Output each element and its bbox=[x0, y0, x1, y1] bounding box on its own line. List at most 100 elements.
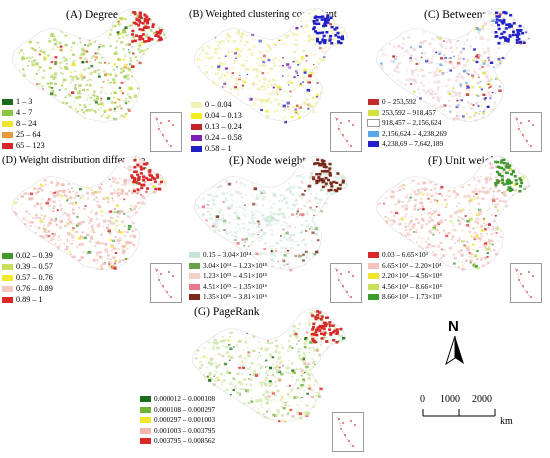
legend-swatch bbox=[189, 252, 200, 259]
china-map bbox=[11, 7, 168, 123]
legend-item: 4,238,69 – 7,642,189 bbox=[368, 139, 447, 150]
legend-item: 4 – 7 bbox=[2, 107, 45, 118]
legend: 0 – 253,592 253,592 – 918,457 918,457 – 2,… bbox=[367, 97, 447, 150]
legend-swatch bbox=[191, 112, 202, 119]
legend-item: 0.003795 – 0.008562 bbox=[140, 436, 215, 447]
scale-unit: km bbox=[500, 416, 513, 427]
map-panel-weighted-clustering: (B) Weighted clustering coefficient 0 – … bbox=[185, 0, 368, 153]
south-china-sea-inset bbox=[510, 263, 542, 303]
legend-item: 3.04×10¹⁴ – 1.23×10¹⁵ bbox=[189, 261, 267, 272]
legend-label: 0.39 – 0.57 bbox=[16, 262, 53, 271]
panel-title: (E) Node weight bbox=[229, 155, 306, 167]
legend-label: 0.24 – 0.58 bbox=[205, 133, 242, 142]
legend-swatch bbox=[2, 274, 13, 281]
legend: 0.02 – 0.39 0.39 – 0.57 0.57 – 0.76 0.76 – … bbox=[2, 250, 53, 305]
china-map bbox=[191, 307, 347, 423]
legend-swatch bbox=[191, 145, 202, 152]
legend-swatch bbox=[368, 130, 379, 137]
legend-swatch bbox=[368, 294, 379, 301]
legend-swatch bbox=[368, 252, 379, 259]
legend-swatch bbox=[368, 99, 379, 106]
legend-label: 253,592 – 918,457 bbox=[382, 108, 436, 117]
legend-label: 918,457 – 2,156,624 bbox=[382, 119, 442, 127]
south-china-sea-inset bbox=[150, 112, 182, 152]
legend-item: 2,156,624 – 4,238,269 bbox=[368, 129, 447, 140]
legend-swatch bbox=[367, 119, 380, 128]
legend-swatch bbox=[2, 120, 13, 127]
legend: 0.000012 – 0.000108 0.000108 – 0.000297 0.… bbox=[140, 394, 215, 447]
legend-swatch bbox=[189, 283, 200, 290]
legend-label: 6.65×10³ – 2.20×10⁴ bbox=[382, 261, 442, 270]
legend-label: 0.76 – 0.89 bbox=[16, 284, 53, 293]
legend-label: 0.58 – 1 bbox=[205, 144, 232, 153]
south-china-sea-inset bbox=[330, 263, 362, 303]
legend-label: 0.57 – 0.76 bbox=[16, 273, 53, 282]
legend-swatch bbox=[191, 123, 202, 130]
legend-item: 6.65×10³ – 2.20×10⁴ bbox=[368, 261, 442, 272]
legend-item: 0.000297 – 0.001003 bbox=[140, 415, 215, 426]
legend-item: 0.89 – 1 bbox=[2, 294, 53, 305]
legend-label: 2.20×10⁴ – 4.56×10⁴ bbox=[382, 272, 442, 280]
legend-item: 0.15 – 3.04×10¹⁴ bbox=[189, 250, 267, 261]
panel-title: (G) PageRank bbox=[194, 306, 260, 318]
legend-swatch bbox=[2, 263, 13, 270]
legend-label: 2,156,624 – 4,238,269 bbox=[382, 129, 447, 138]
north-label: N bbox=[448, 318, 459, 335]
legend-label: 0.15 – 3.04×10¹⁴ bbox=[203, 251, 252, 259]
legend-swatch bbox=[140, 438, 151, 445]
legend-item: 0.001003 – 0.003795 bbox=[140, 426, 215, 437]
legend-label: 1.23×10¹⁵ – 4.51×10¹⁵ bbox=[203, 272, 268, 280]
map-panel-node-weight: (E) Node weight 0.15 – 3.04×10¹⁴ 3.04×10¹… bbox=[185, 148, 368, 303]
legend: 0.15 – 3.04×10¹⁴ 3.04×10¹⁴ – 1.23×10¹⁵ 1.2… bbox=[189, 250, 267, 303]
legend-item: 0.04 – 0.13 bbox=[191, 110, 242, 121]
legend-label: 0.001003 – 0.003795 bbox=[154, 426, 216, 435]
legend-item: 0.58 – 1 bbox=[191, 143, 242, 154]
legend-item: 0.76 – 0.89 bbox=[2, 283, 53, 294]
map-panel-degree: (A) Degree 1 – 3 4 – 7 8 – 24 25 – 64 65 – 1… bbox=[0, 0, 185, 152]
legend-item: 0.000108 – 0.000297 bbox=[140, 405, 215, 416]
legend-label: 0 – 0.04 bbox=[205, 100, 232, 109]
south-china-sea-inset bbox=[330, 112, 362, 152]
legend-item: 918,457 – 2,156,624 bbox=[367, 118, 447, 129]
legend-item: 0.03 – 6.65×10³ bbox=[368, 250, 442, 261]
legend-item: 0.24 – 0.58 bbox=[191, 132, 242, 143]
legend-swatch bbox=[189, 273, 200, 280]
legend-label: 0.003795 – 0.008562 bbox=[154, 437, 216, 445]
legend-label: 0.000012 – 0.000108 bbox=[154, 395, 216, 403]
scale-tick-2000: 2000 bbox=[472, 394, 492, 405]
legend-label: 4 – 7 bbox=[16, 108, 33, 117]
legend-swatch bbox=[140, 417, 151, 424]
map-panel-weight-distribution-difference: (D) Weight distribution difference 0.02 … bbox=[0, 148, 185, 305]
legend-item: 25 – 64 bbox=[2, 129, 45, 140]
legend: 1 – 3 4 – 7 8 – 24 25 – 64 65 – 123 bbox=[2, 96, 45, 151]
legend-label: 65 – 123 bbox=[16, 141, 45, 150]
south-china-sea-inset bbox=[510, 112, 542, 152]
legend-swatch bbox=[189, 262, 200, 269]
legend-swatch bbox=[368, 262, 379, 269]
legend-label: 8 – 24 bbox=[16, 119, 37, 128]
legend: 0 – 0.04 0.04 – 0.13 0.13 – 0.24 0.24 – 0.5… bbox=[191, 99, 242, 154]
legend-label: 0 – 253,592 bbox=[382, 98, 417, 106]
legend-item: 0.02 – 0.39 bbox=[2, 250, 53, 261]
legend-label: 4.56×10⁴ – 8.66×10⁴ bbox=[382, 282, 442, 291]
legend-label: 0.000297 – 0.001003 bbox=[154, 416, 216, 424]
legend-item: 0.13 – 0.24 bbox=[191, 121, 242, 132]
legend-label: 0.000108 – 0.000297 bbox=[154, 405, 216, 414]
china-map bbox=[11, 155, 167, 271]
south-china-sea-inset bbox=[332, 412, 364, 452]
legend-item: 8.66×10⁴ – 1.73×10⁵ bbox=[368, 292, 442, 303]
legend-swatch bbox=[189, 294, 200, 301]
legend-label: 0.89 – 1 bbox=[16, 295, 43, 304]
legend-swatch bbox=[2, 296, 13, 303]
legend-label: 4.51×10¹⁵ – 1.35×10¹⁶ bbox=[203, 282, 268, 291]
legend-item: 1 – 3 bbox=[2, 96, 45, 107]
legend-swatch bbox=[368, 283, 379, 290]
legend-swatch bbox=[140, 427, 151, 434]
china-map bbox=[193, 155, 349, 272]
legend-swatch bbox=[368, 273, 379, 280]
legend-swatch bbox=[368, 141, 379, 148]
scale-tick-0: 0 bbox=[420, 394, 425, 405]
legend-swatch bbox=[191, 101, 202, 108]
panel-title: (F) Unit weight bbox=[428, 155, 500, 167]
legend-item: 8 – 24 bbox=[2, 118, 45, 129]
